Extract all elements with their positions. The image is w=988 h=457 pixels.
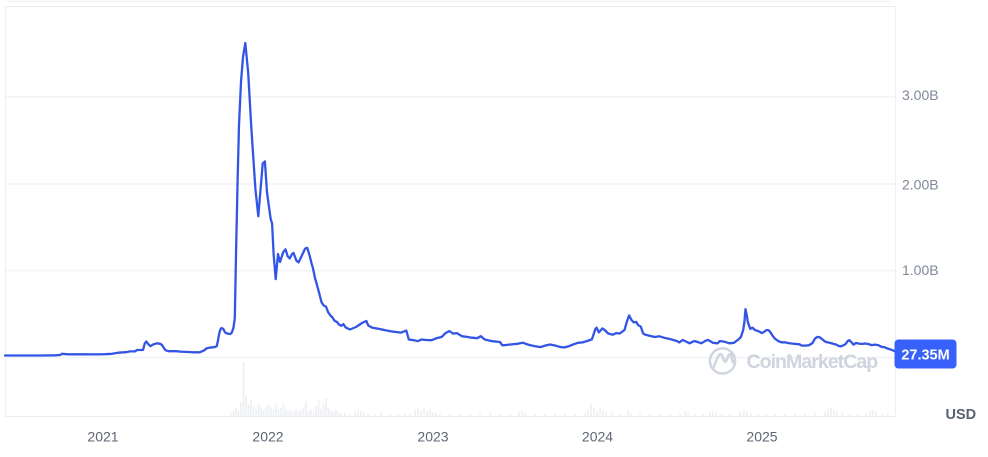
svg-text:2025: 2025 xyxy=(746,429,777,445)
svg-text:CoinMarketCap: CoinMarketCap xyxy=(747,351,879,373)
svg-text:USD: USD xyxy=(946,407,977,423)
svg-text:2024: 2024 xyxy=(582,429,613,445)
svg-text:27.35M: 27.35M xyxy=(901,348,949,364)
svg-text:2023: 2023 xyxy=(417,429,448,445)
svg-text:1.00B: 1.00B xyxy=(902,262,939,278)
svg-text:2022: 2022 xyxy=(252,429,283,445)
svg-text:2021: 2021 xyxy=(87,429,118,445)
svg-text:3.00B: 3.00B xyxy=(902,87,939,103)
svg-text:2.00B: 2.00B xyxy=(902,177,939,193)
